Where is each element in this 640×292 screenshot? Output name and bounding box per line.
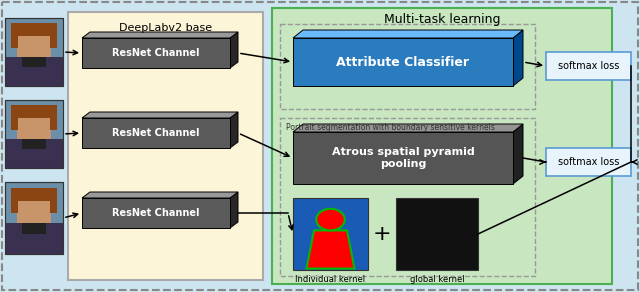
Bar xyxy=(17,108,51,139)
Bar xyxy=(11,105,57,118)
Polygon shape xyxy=(82,112,238,118)
Polygon shape xyxy=(513,30,523,86)
Bar xyxy=(5,139,63,168)
Bar xyxy=(68,12,263,280)
Text: softmax loss: softmax loss xyxy=(558,61,619,71)
Text: Atrous spatial pyramid
pooling: Atrous spatial pyramid pooling xyxy=(332,147,474,169)
Bar xyxy=(293,132,513,184)
Polygon shape xyxy=(513,124,523,184)
Bar xyxy=(11,26,18,48)
Text: Individual kernel: Individual kernel xyxy=(296,275,365,284)
Bar xyxy=(280,24,535,109)
Bar xyxy=(51,191,57,213)
Bar xyxy=(11,23,57,36)
Text: global kernel: global kernel xyxy=(410,275,464,284)
Bar xyxy=(5,223,63,254)
Polygon shape xyxy=(230,192,238,228)
Bar xyxy=(546,148,631,176)
Bar xyxy=(22,57,45,67)
Bar xyxy=(546,52,631,80)
Text: Attribute Classifier: Attribute Classifier xyxy=(337,55,470,69)
Bar xyxy=(5,182,63,254)
Bar xyxy=(82,118,230,148)
Polygon shape xyxy=(307,230,355,269)
Bar xyxy=(22,223,45,234)
Bar xyxy=(5,100,63,168)
Bar xyxy=(11,108,18,130)
Ellipse shape xyxy=(316,209,345,230)
Bar xyxy=(51,26,57,48)
Text: DeepLabv2 base: DeepLabv2 base xyxy=(119,23,212,33)
Polygon shape xyxy=(230,32,238,68)
Bar xyxy=(17,26,51,57)
Bar xyxy=(5,182,63,254)
Bar xyxy=(17,191,51,223)
Polygon shape xyxy=(293,124,523,132)
Bar xyxy=(11,191,18,213)
Bar xyxy=(5,18,63,86)
Bar xyxy=(82,198,230,228)
Text: ResNet Channel: ResNet Channel xyxy=(112,48,200,58)
Polygon shape xyxy=(230,112,238,148)
Bar xyxy=(5,57,63,86)
Bar xyxy=(5,100,63,168)
Bar xyxy=(22,139,45,149)
Bar xyxy=(5,18,63,86)
Polygon shape xyxy=(82,32,238,38)
Text: ResNet Channel: ResNet Channel xyxy=(112,208,200,218)
Bar xyxy=(82,38,230,68)
Polygon shape xyxy=(82,192,238,198)
Text: softmax loss: softmax loss xyxy=(558,157,619,167)
Bar xyxy=(293,198,368,270)
Bar xyxy=(11,188,57,201)
Text: +: + xyxy=(372,224,391,244)
Text: ResNet Channel: ResNet Channel xyxy=(112,128,200,138)
Bar xyxy=(51,108,57,130)
Bar xyxy=(396,198,478,270)
Bar xyxy=(280,118,535,276)
Polygon shape xyxy=(293,30,523,38)
Bar xyxy=(293,38,513,86)
Text: Multi-task learning: Multi-task learning xyxy=(384,13,500,27)
Text: Portrait segmentation with boundary sensitive kernels: Portrait segmentation with boundary sens… xyxy=(286,124,495,133)
Bar xyxy=(272,8,612,284)
